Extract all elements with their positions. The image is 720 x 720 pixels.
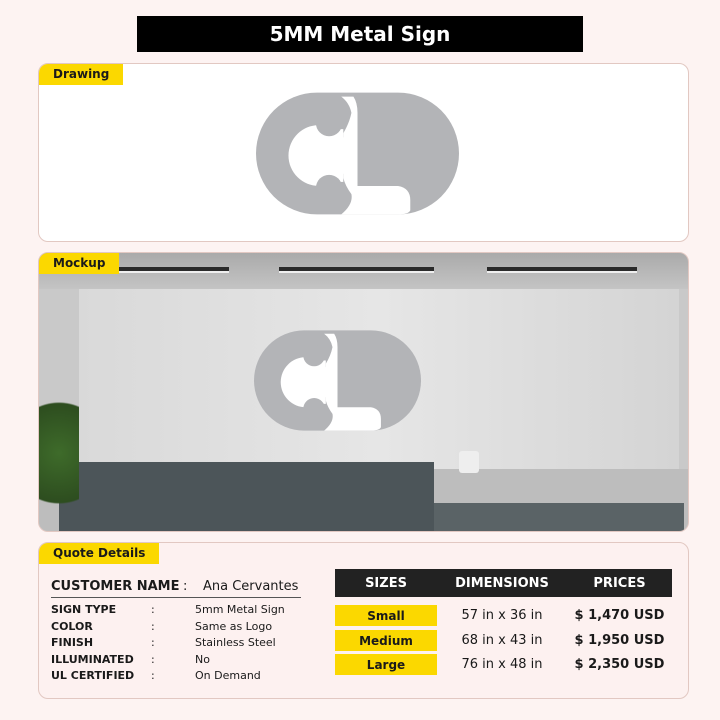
customer-value: Ana Cervantes — [203, 579, 299, 594]
drawing-panel: Drawing — [38, 63, 689, 242]
table-row: Large 76 in x 48 in $ 2,350 USD — [335, 654, 672, 675]
field-row: FINISH: Stainless Steel — [51, 636, 276, 649]
quote-label: Quote Details — [39, 543, 160, 564]
table-row: Small 57 in x 36 in $ 1,470 USD — [335, 605, 672, 626]
desk-counter — [434, 503, 684, 531]
field-row: COLOR: Same as Logo — [51, 620, 273, 633]
ceiling-light — [279, 267, 434, 273]
customer-name: CUSTOMER NAME : Ana Cervantes — [51, 579, 301, 598]
table-row: Medium 68 in x 43 in $ 1,950 USD — [335, 630, 672, 651]
mockup-label: Mockup — [39, 253, 120, 274]
logo-mockup — [254, 328, 421, 433]
quote-panel: Quote Details CUSTOMER NAME : Ana Cervan… — [38, 542, 689, 699]
field-row: SIGN TYPE:5mm Metal Sign — [51, 603, 285, 616]
customer-label: CUSTOMER NAME — [51, 579, 180, 594]
mockup-panel: Mockup — [38, 252, 689, 532]
page-title: 5MM Metal Sign — [137, 16, 583, 52]
ceiling-light — [119, 267, 229, 273]
plant — [39, 393, 79, 531]
logo-drawing — [256, 92, 459, 215]
field-row: ILLUMINATED: No — [51, 653, 210, 666]
potted-plant — [459, 451, 479, 473]
ceiling-light — [487, 267, 637, 273]
reception-desk — [59, 462, 434, 531]
drawing-label: Drawing — [39, 64, 124, 85]
sizes-table-header: SIZES DIMENSIONS PRICES — [335, 569, 672, 597]
field-row: UL CERTIFIED: On Demand — [51, 669, 261, 682]
